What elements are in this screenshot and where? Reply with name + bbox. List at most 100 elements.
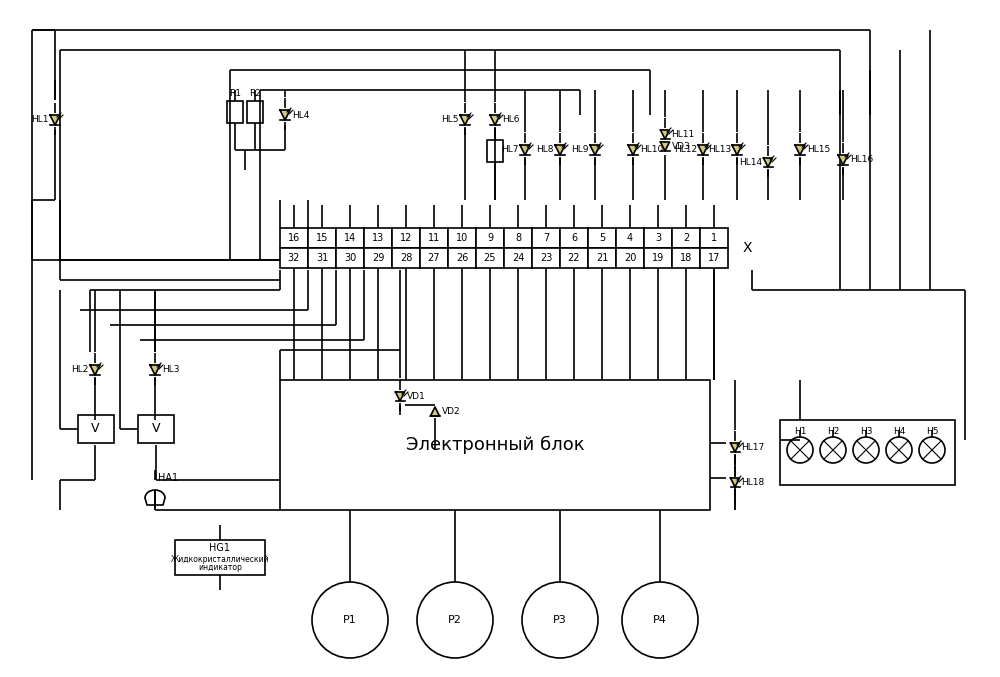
Bar — [364, 248, 392, 268]
Bar — [616, 248, 644, 268]
Text: 11: 11 — [428, 233, 440, 243]
Text: 30: 30 — [344, 253, 356, 263]
Bar — [448, 248, 476, 268]
Bar — [280, 380, 710, 510]
Bar — [672, 248, 700, 268]
Bar — [448, 228, 476, 248]
Text: H2: H2 — [827, 427, 839, 437]
Text: HL18: HL18 — [742, 478, 765, 487]
Text: HL8: HL8 — [536, 146, 554, 154]
Text: HL7: HL7 — [502, 146, 519, 154]
Bar — [138, 415, 174, 443]
Polygon shape — [660, 142, 670, 151]
Text: 20: 20 — [624, 253, 636, 263]
Text: P2: P2 — [448, 615, 462, 625]
Bar — [280, 228, 308, 248]
Text: HL10: HL10 — [640, 146, 663, 154]
Text: HL9: HL9 — [572, 146, 589, 154]
Text: 13: 13 — [372, 233, 384, 243]
Text: 22: 22 — [568, 253, 580, 263]
Bar — [504, 228, 532, 248]
Polygon shape — [795, 145, 805, 155]
Text: H1: H1 — [794, 427, 806, 437]
Polygon shape — [838, 155, 848, 165]
Polygon shape — [150, 365, 160, 375]
Text: 5: 5 — [599, 233, 605, 243]
Text: HL5: HL5 — [442, 116, 459, 125]
Text: 26: 26 — [456, 253, 468, 263]
Bar — [616, 228, 644, 248]
Polygon shape — [732, 145, 742, 155]
Bar — [247, 101, 263, 123]
Text: HA1: HA1 — [158, 473, 178, 483]
Text: HL2: HL2 — [72, 366, 89, 374]
Polygon shape — [490, 115, 500, 125]
Text: 27: 27 — [428, 253, 440, 263]
Bar — [175, 540, 265, 575]
Text: Электронный блок: Электронный блок — [406, 436, 584, 454]
Text: 6: 6 — [571, 233, 577, 243]
Polygon shape — [590, 145, 600, 155]
Text: 10: 10 — [456, 233, 468, 243]
Bar — [364, 228, 392, 248]
Bar — [588, 248, 616, 268]
Text: HL16: HL16 — [850, 156, 873, 165]
Polygon shape — [698, 145, 708, 155]
Bar — [392, 228, 420, 248]
Text: 7: 7 — [543, 233, 549, 243]
Bar — [560, 228, 588, 248]
Text: V: V — [91, 422, 99, 435]
Text: HL11: HL11 — [672, 130, 695, 139]
Text: H4: H4 — [893, 427, 905, 437]
Bar — [487, 140, 503, 162]
Bar — [336, 248, 364, 268]
Bar — [672, 228, 700, 248]
Text: 25: 25 — [484, 253, 496, 263]
Text: индикатор: индикатор — [198, 563, 242, 573]
Text: 2: 2 — [683, 233, 689, 243]
Text: H5: H5 — [926, 427, 938, 437]
Bar — [280, 248, 308, 268]
Text: HL15: HL15 — [807, 146, 830, 154]
Text: H3: H3 — [860, 427, 872, 437]
Text: 14: 14 — [344, 233, 356, 243]
Text: HG1: HG1 — [210, 543, 230, 553]
Bar — [392, 248, 420, 268]
Bar — [504, 248, 532, 268]
Text: HL6: HL6 — [502, 116, 520, 125]
Text: VD1: VD1 — [406, 392, 425, 401]
Text: 3: 3 — [655, 233, 661, 243]
Text: 28: 28 — [400, 253, 412, 263]
Text: 23: 23 — [540, 253, 552, 263]
Bar — [476, 248, 504, 268]
Bar — [644, 228, 672, 248]
Polygon shape — [764, 158, 772, 167]
Text: 31: 31 — [316, 253, 328, 263]
Bar — [78, 415, 114, 443]
Bar — [476, 228, 504, 248]
Bar — [700, 228, 728, 248]
Text: 29: 29 — [372, 253, 384, 263]
Polygon shape — [730, 478, 740, 487]
Text: HL1: HL1 — [32, 116, 49, 125]
Polygon shape — [90, 365, 100, 375]
Text: HL13: HL13 — [708, 146, 731, 154]
Polygon shape — [430, 407, 440, 416]
Text: 15: 15 — [316, 233, 328, 243]
Bar — [560, 248, 588, 268]
Bar — [644, 248, 672, 268]
Bar — [532, 248, 560, 268]
Text: 17: 17 — [708, 253, 720, 263]
Text: 12: 12 — [400, 233, 412, 243]
Bar — [308, 228, 336, 248]
Polygon shape — [280, 110, 290, 120]
Text: P1: P1 — [343, 615, 357, 625]
Text: V: V — [152, 422, 160, 435]
Bar — [700, 248, 728, 268]
Polygon shape — [660, 130, 670, 139]
Text: HL14: HL14 — [739, 158, 763, 167]
Polygon shape — [460, 115, 470, 125]
Bar — [780, 420, 955, 485]
Polygon shape — [520, 145, 530, 155]
Text: P3: P3 — [553, 615, 567, 625]
